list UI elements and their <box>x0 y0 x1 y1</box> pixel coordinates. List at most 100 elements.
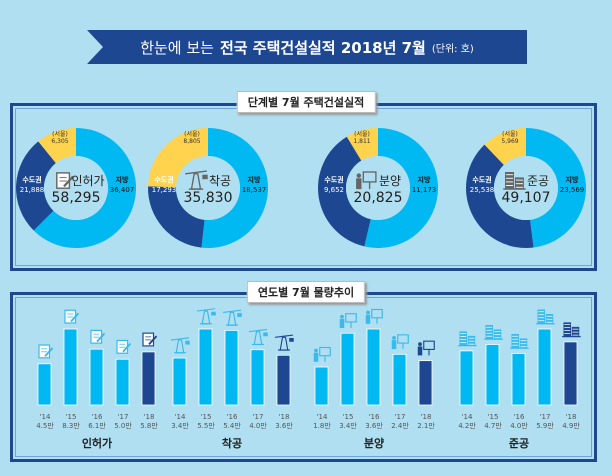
building-icon <box>484 324 503 340</box>
local-value: 23,569 <box>560 186 585 194</box>
pen <box>70 312 80 323</box>
bar-value-label: 4.0만 <box>510 421 528 430</box>
bar <box>511 353 526 406</box>
bar-year-label: '15 <box>488 413 499 421</box>
donut-stage-name: 착공 <box>209 174 231 188</box>
pen <box>63 175 74 188</box>
body <box>313 352 319 362</box>
capital-value: 17,293 <box>152 186 177 194</box>
bar-value-label: 5.4만 <box>223 421 241 430</box>
bar-value-label: 5.5만 <box>197 421 215 430</box>
building-icon <box>536 309 555 325</box>
bar-year-label: '18 <box>421 413 432 421</box>
presentation-icon <box>365 308 383 324</box>
bar <box>250 349 265 406</box>
board <box>362 171 377 183</box>
bar-year-label: '15 <box>343 413 354 421</box>
bar <box>276 354 291 406</box>
local-label: 지방 <box>248 175 261 184</box>
local-value: 11,173 <box>412 186 437 194</box>
load <box>202 174 208 180</box>
document-pen-icon <box>116 339 132 354</box>
bar-value-label: 2.4만 <box>391 421 409 430</box>
seoul-label: (서울) <box>184 130 200 138</box>
local-label: 지방 <box>116 175 129 184</box>
bar-value-label: 5.0만 <box>114 421 132 430</box>
bar <box>418 360 433 406</box>
document-pen-icon <box>64 309 80 324</box>
bar-year-label: '16 <box>514 413 525 421</box>
body <box>417 346 423 356</box>
bar-year-label: '18 <box>566 413 577 421</box>
building-icon <box>503 172 526 190</box>
head <box>418 342 422 347</box>
head <box>392 335 396 340</box>
slice-capital <box>148 186 205 248</box>
head <box>366 310 370 315</box>
slice-seoul <box>148 128 208 188</box>
bar-group-label: 준공 <box>509 437 529 450</box>
jib <box>274 334 294 338</box>
bar-year-label: '15 <box>201 413 212 421</box>
bar-year-label: '14 <box>317 413 328 421</box>
bar <box>198 328 213 406</box>
building-icon <box>510 333 529 349</box>
title-light: 한눈에 보는 <box>140 38 214 57</box>
load <box>211 311 216 316</box>
seoul-value: 8,805 <box>183 138 200 145</box>
board <box>319 346 331 357</box>
donut-total: 35,830 <box>184 190 233 206</box>
tower1 <box>537 309 545 324</box>
board <box>371 308 383 319</box>
capital-label: 수도권 <box>154 175 173 184</box>
bar-year-label: '14 <box>40 413 51 421</box>
bar <box>459 350 474 406</box>
crane-icon <box>274 334 294 351</box>
pen <box>96 332 106 343</box>
donut-착공 <box>148 128 268 248</box>
bar <box>224 329 239 406</box>
bar-group-label: 분양 <box>364 436 384 450</box>
capital-label: 수도권 <box>324 175 343 184</box>
building-icon <box>458 331 477 347</box>
tower1 <box>511 333 519 349</box>
bar-year-label: '16 <box>369 413 380 421</box>
document-pen-icon <box>142 332 158 347</box>
donut-total: 20,825 <box>354 190 403 206</box>
title-banner: 한눈에 보는 전국 주택건설실적 2018년 7월 (단위: 호) <box>87 30 527 64</box>
bar-group-label: 인허가 <box>82 436 112 450</box>
building-icon <box>562 322 581 338</box>
presentation-icon <box>391 334 409 350</box>
pen <box>44 347 54 357</box>
bar <box>172 357 187 406</box>
document-pen-icon <box>38 344 54 359</box>
bar-year-label: '17 <box>540 413 551 421</box>
head <box>356 173 362 178</box>
bar-year-label: '18 <box>279 413 290 421</box>
bar <box>563 341 578 406</box>
bar-value-label: 6.1만 <box>88 421 106 430</box>
tower1 <box>505 172 514 190</box>
title-bold: 전국 주택건설실적 2018년 7월 <box>219 38 426 57</box>
slice-local <box>201 128 268 248</box>
bar-value-label: 3.6만 <box>365 421 383 430</box>
bar-year-label: '16 <box>227 413 238 421</box>
bar-value-label: 4.0만 <box>249 421 267 430</box>
bar-value-label: 3.4만 <box>171 421 189 430</box>
slice-capital <box>466 144 534 249</box>
board <box>345 313 357 323</box>
tower <box>201 310 211 325</box>
tower1 <box>485 324 493 340</box>
donut-total: 49,107 <box>502 190 551 206</box>
tower <box>227 311 237 326</box>
bar-value-label: 2.1만 <box>417 421 435 430</box>
local-value: 36,407 <box>110 186 135 194</box>
seoul-label: (서울) <box>502 130 518 138</box>
jib <box>222 309 242 313</box>
slice-seoul <box>346 128 378 161</box>
document-pen-icon <box>90 329 106 344</box>
capital-value: 9,652 <box>324 186 344 194</box>
bar-value-label: 4.5만 <box>36 421 54 430</box>
bar-value-label: 8.3만 <box>62 421 80 430</box>
